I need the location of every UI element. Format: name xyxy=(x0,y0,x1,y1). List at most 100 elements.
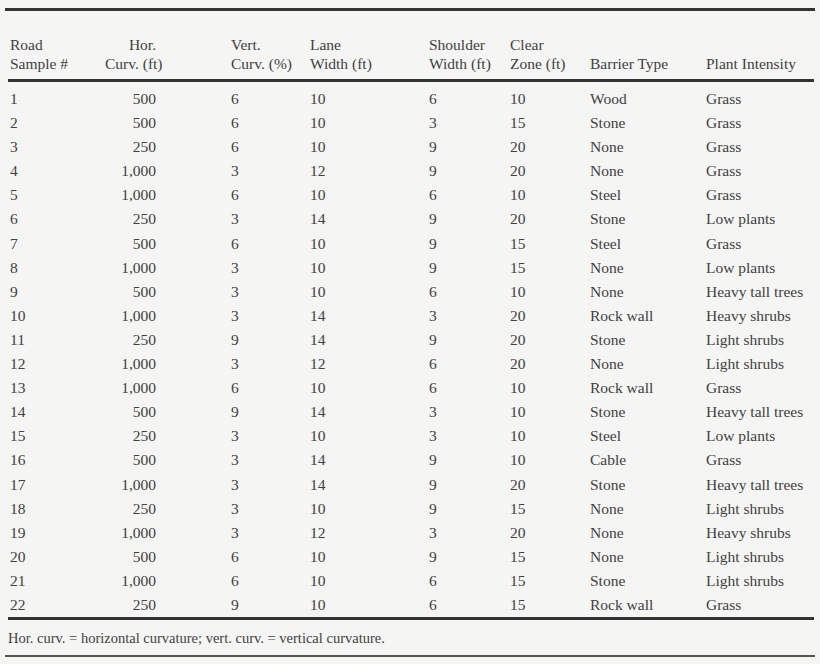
table-cell: 8 xyxy=(8,256,105,280)
table-row: 20500610915NoneLight shrubs xyxy=(8,545,814,569)
table-cell: 10 xyxy=(300,497,398,521)
column-header-line: Width (ft) xyxy=(429,54,500,73)
table-cell: 20 xyxy=(500,159,590,183)
table-cell: 9 xyxy=(204,328,300,352)
table-cell: 6 xyxy=(204,376,300,400)
table-cell: 1,000 xyxy=(105,521,204,545)
table-cell: 18 xyxy=(8,497,105,521)
table-cell: 15 xyxy=(500,593,590,619)
table-cell: Stone xyxy=(590,473,706,497)
column-header-line: Sample # xyxy=(10,54,105,73)
table-cell: 20 xyxy=(500,521,590,545)
column-header-line: Clear xyxy=(510,35,590,54)
table-cell: Stone xyxy=(590,400,706,424)
table-cell: 10 xyxy=(300,232,398,256)
table-cell: Light shrubs xyxy=(706,352,814,376)
table-cell: 20 xyxy=(8,545,105,569)
table-cell: 3 xyxy=(8,135,105,159)
table-cell: 9 xyxy=(398,448,500,472)
table-cell: 1,000 xyxy=(105,304,204,328)
table-cell: 9 xyxy=(8,280,105,304)
column-header-line: Road xyxy=(10,35,105,54)
table-cell: 20 xyxy=(500,352,590,376)
table-cell: Grass xyxy=(706,593,814,619)
table-cell: None xyxy=(590,352,706,376)
table-cell: None xyxy=(590,545,706,569)
table-cell: 9 xyxy=(398,135,500,159)
table-row: 22250910615Rock wallGrass xyxy=(8,593,814,619)
table-cell: Stone xyxy=(590,207,706,231)
table-cell: 10 xyxy=(300,111,398,135)
table-cell: Steel xyxy=(590,232,706,256)
table-cell: 14 xyxy=(300,328,398,352)
table-cell: 10 xyxy=(500,400,590,424)
table-cell: 500 xyxy=(105,545,204,569)
table-cell: 6 xyxy=(204,569,300,593)
table-cell: 6 xyxy=(204,135,300,159)
table-cell: 9 xyxy=(398,328,500,352)
table-cell: 10 xyxy=(300,545,398,569)
table-cell: 15 xyxy=(500,256,590,280)
table-row: 121,000312620NoneLight shrubs xyxy=(8,352,814,376)
table-cell: Heavy tall trees xyxy=(706,473,814,497)
column-header-line: Shoulder xyxy=(429,35,500,54)
table-cell: Light shrubs xyxy=(706,328,814,352)
table-cell: Grass xyxy=(706,135,814,159)
table-cell: 14 xyxy=(300,448,398,472)
table-cell: 9 xyxy=(398,232,500,256)
table-cell: 1,000 xyxy=(105,473,204,497)
table-cell: 250 xyxy=(105,135,204,159)
table-cell: 10 xyxy=(300,280,398,304)
table-cell: 15 xyxy=(8,424,105,448)
table-cell: 16 xyxy=(8,448,105,472)
column-header-line: Curv. (%) xyxy=(231,54,300,73)
column-header: LaneWidth (ft) xyxy=(300,11,398,81)
table-footnote: Hor. curv. = horizontal curvature; vert.… xyxy=(8,630,385,647)
table-cell: 500 xyxy=(105,232,204,256)
table-row: 11250914920StoneLight shrubs xyxy=(8,328,814,352)
table-cell: 3 xyxy=(398,111,500,135)
table-row: 7500610915SteelGrass xyxy=(8,232,814,256)
table-cell: 6 xyxy=(204,111,300,135)
table-cell: 6 xyxy=(204,183,300,207)
table-cell: 13 xyxy=(8,376,105,400)
table-cell: Light shrubs xyxy=(706,569,814,593)
table-cell: 14 xyxy=(300,304,398,328)
table-cell: 3 xyxy=(204,280,300,304)
table-cell: 250 xyxy=(105,497,204,521)
table-row: 15250310310SteelLow plants xyxy=(8,424,814,448)
table-cell: 9 xyxy=(398,159,500,183)
table-row: 2500610315StoneGrass xyxy=(8,111,814,135)
table-cell: 9 xyxy=(204,400,300,424)
table-row: 3250610920NoneGrass xyxy=(8,135,814,159)
table-cell: 10 xyxy=(500,81,590,112)
table-cell: 6 xyxy=(398,569,500,593)
table-cell: 1,000 xyxy=(105,256,204,280)
table-cell: 10 xyxy=(500,280,590,304)
table-cell: Low plants xyxy=(706,256,814,280)
table-cell: 14 xyxy=(8,400,105,424)
table-cell: 1,000 xyxy=(105,352,204,376)
table-cell: 1,000 xyxy=(105,569,204,593)
table-cell: 3 xyxy=(398,400,500,424)
column-header-line: Curv. (ft) xyxy=(105,54,156,73)
table-cell: None xyxy=(590,280,706,304)
table-cell: 500 xyxy=(105,280,204,304)
table-cell: 3 xyxy=(398,521,500,545)
table-cell: Stone xyxy=(590,111,706,135)
table-cell: Low plants xyxy=(706,207,814,231)
table-cell: 12 xyxy=(300,521,398,545)
table-cell: 20 xyxy=(500,304,590,328)
table-cell: 6 xyxy=(398,183,500,207)
table-cell: 10 xyxy=(300,135,398,159)
table-cell: 250 xyxy=(105,328,204,352)
column-header-line: Barrier Type xyxy=(590,54,706,73)
table-cell: 1,000 xyxy=(105,183,204,207)
table-cell: 1,000 xyxy=(105,159,204,183)
table-cell: 1,000 xyxy=(105,376,204,400)
table-cell: 5 xyxy=(8,183,105,207)
table-cell: 6 xyxy=(398,593,500,619)
table-cell: 9 xyxy=(398,497,500,521)
table-cell: 4 xyxy=(8,159,105,183)
table-cell: 500 xyxy=(105,81,204,112)
